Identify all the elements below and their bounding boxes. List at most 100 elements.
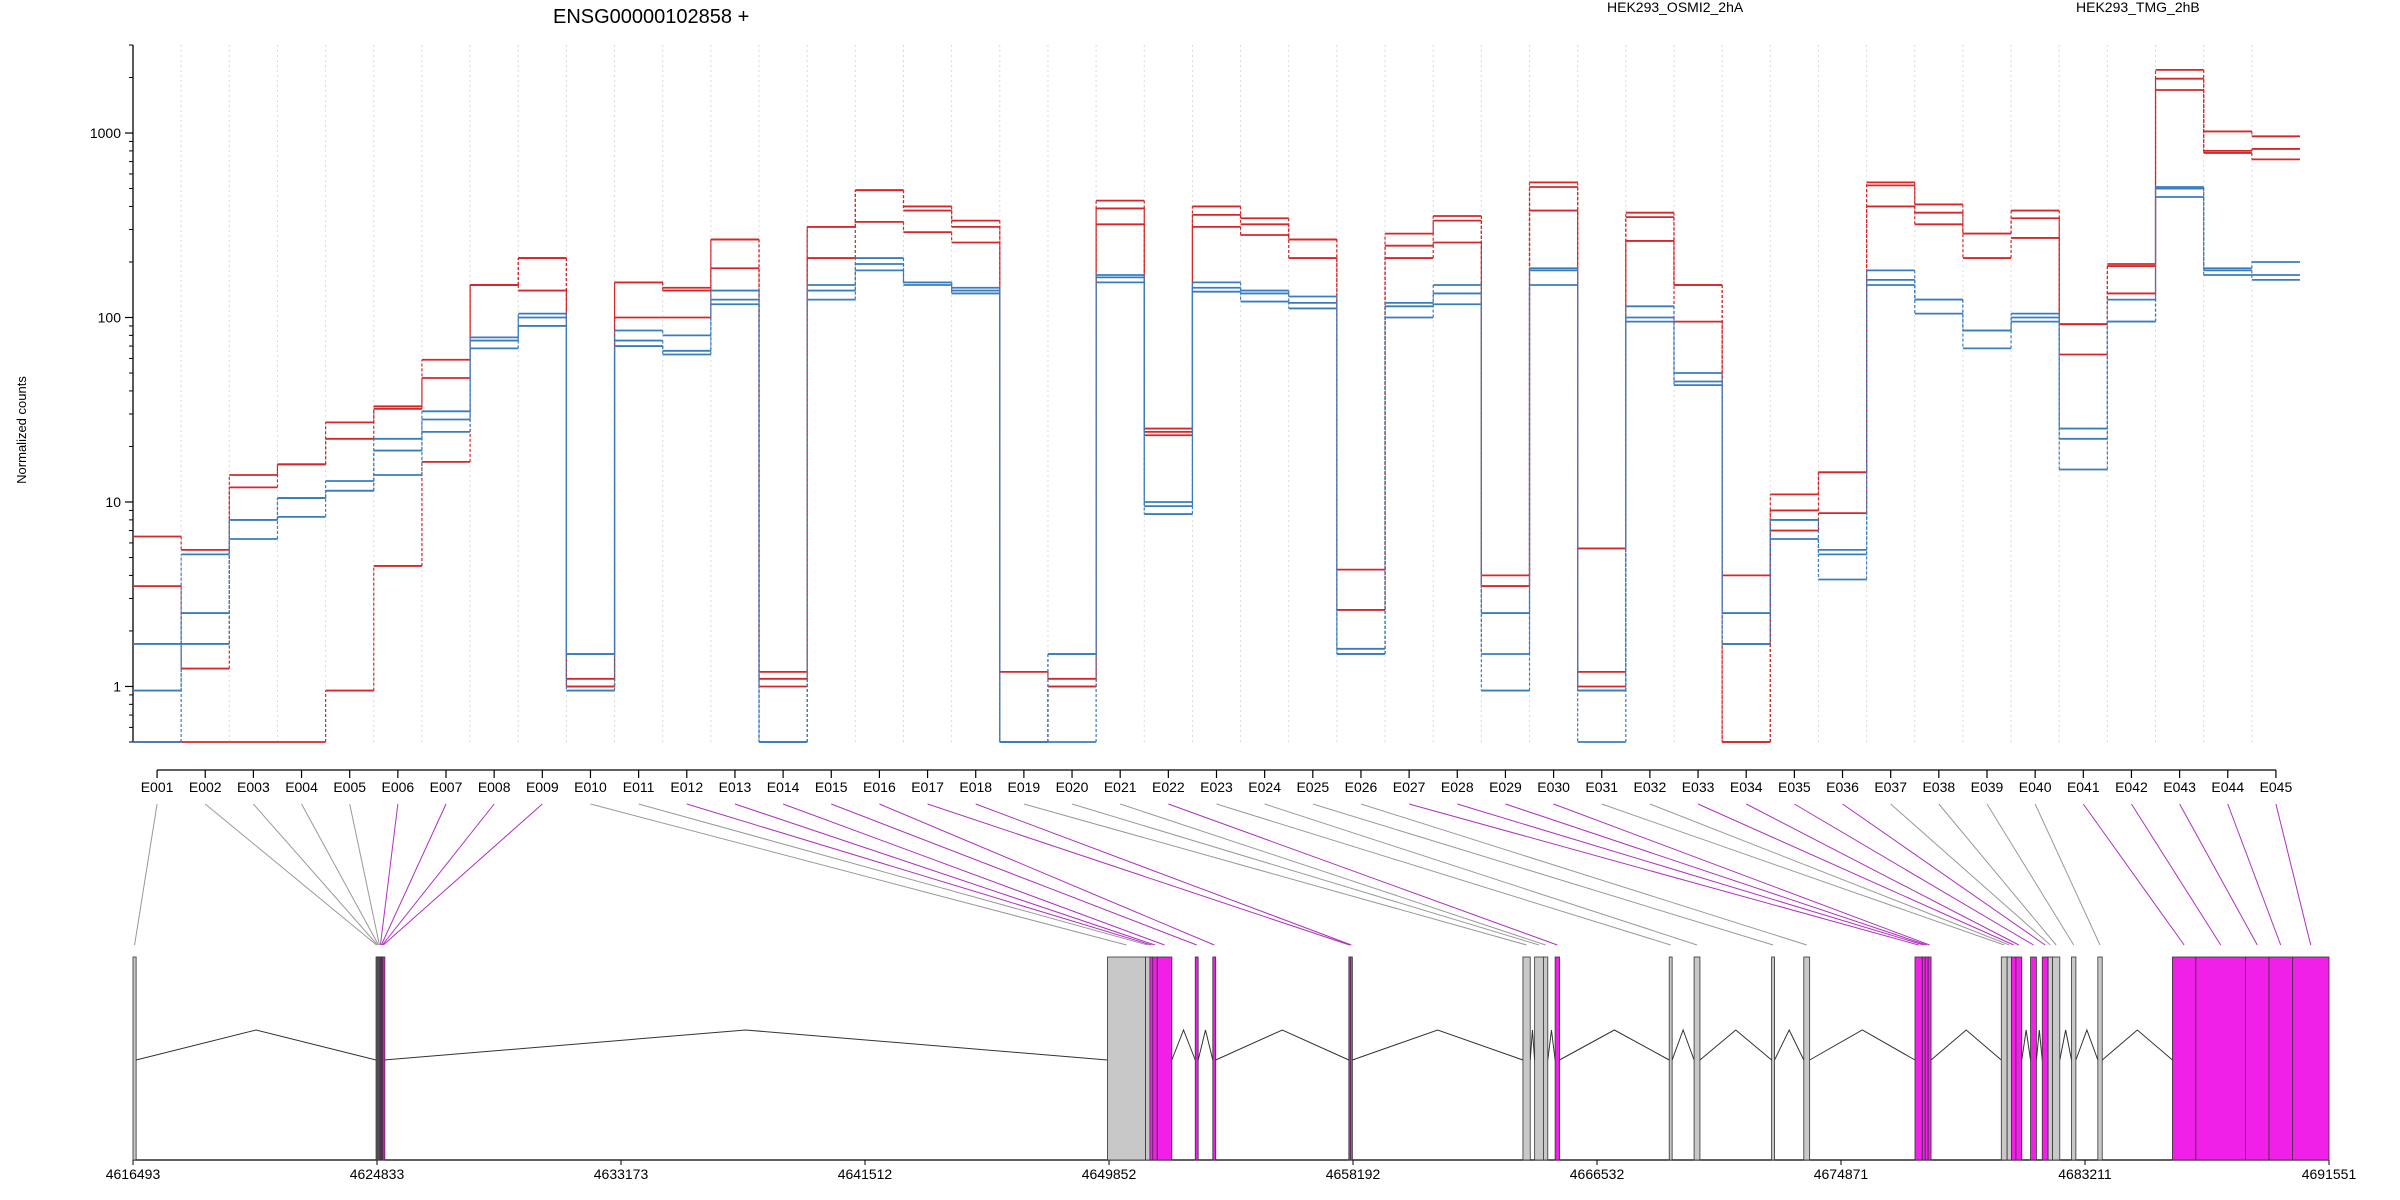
series-group <box>133 68 2300 680</box>
intron-line <box>136 1029 377 1061</box>
exon-connector <box>1890 803 2051 946</box>
x-tick-label: E033 <box>1682 779 1715 795</box>
exon-box <box>1927 956 1932 1161</box>
y-tick-label: 100 <box>98 310 122 326</box>
intron-line <box>1930 1029 2002 1061</box>
exon-box <box>2047 956 2053 1161</box>
exon-box <box>2041 956 2049 1161</box>
exon-box <box>2172 956 2197 1161</box>
exon-box <box>1522 956 1531 1161</box>
exon-connector <box>380 803 447 946</box>
intron-line <box>2075 1028 2099 1061</box>
exon-connector <box>1457 803 1924 946</box>
exon-box <box>1349 956 1353 1161</box>
exon-box <box>2030 956 2037 1161</box>
gene-model-track: 4616493 4624833 4633173 4641512 4649852 46581… <box>106 956 2357 1182</box>
exon-box <box>2291 956 2330 1161</box>
x-axis: E001 E002 E003 E004 E005 E006 E007 E008 E009 E010… <box>141 769 2293 795</box>
x-tick-label: E039 <box>1971 779 2004 795</box>
gene-axis-label: 4616493 <box>106 1166 161 1182</box>
x-tick-label: E001 <box>141 779 174 795</box>
x-tick-label: E032 <box>1634 779 1667 795</box>
x-tick-label: E009 <box>526 779 559 795</box>
exon-box <box>2000 956 2008 1161</box>
exon-box <box>1152 956 1158 1161</box>
gene-axis-label: 4658192 <box>1326 1166 1381 1182</box>
exon-connector <box>1360 803 1807 946</box>
exon-connector <box>253 803 378 946</box>
exon-connector <box>590 803 1127 946</box>
exon-box <box>1194 956 1199 1161</box>
exon-connector <box>1794 803 2034 946</box>
exon-box <box>2097 956 2103 1161</box>
exon-box <box>1914 956 1923 1161</box>
x-tick-label: E013 <box>719 779 752 795</box>
exon-box <box>2015 956 2023 1161</box>
intron-line <box>1699 1029 1772 1061</box>
exon-box <box>2052 956 2061 1161</box>
series-group <box>133 77 2300 743</box>
exon-connector <box>383 803 543 946</box>
exon-box <box>2195 956 2246 1161</box>
x-tick-label: E015 <box>815 779 848 795</box>
x-tick-label: E024 <box>1248 779 1281 795</box>
series-group <box>133 187 2300 743</box>
intron-line <box>1215 1029 1350 1061</box>
legend-entry-osmi2: HEK293_OSMI2_2hA <box>1607 0 1744 15</box>
intron-line <box>1197 1029 1214 1061</box>
x-tick-label: E030 <box>1537 779 1570 795</box>
x-tick-label: E041 <box>2067 779 2100 795</box>
exon-connector <box>2179 803 2258 946</box>
exon-connector <box>1745 803 2020 946</box>
intron-line <box>2021 1029 2032 1061</box>
exon-box <box>2245 956 2270 1161</box>
exon-connector <box>927 803 1350 946</box>
exon-connector <box>1986 803 2075 946</box>
y-tick-label: 10 <box>105 494 121 510</box>
x-tick-label: E044 <box>2211 779 2244 795</box>
intron-line <box>383 1029 1108 1061</box>
exon-connector <box>1842 803 2046 946</box>
x-tick-label: E043 <box>2163 779 2196 795</box>
exon-box <box>1156 956 1173 1161</box>
intron-line <box>1671 1028 1695 1061</box>
exon-connector <box>1553 803 1930 946</box>
x-tick-label: E028 <box>1441 779 1474 795</box>
y-tick-label: 1000 <box>90 125 121 141</box>
x-tick-label: E019 <box>1008 779 1041 795</box>
x-tick-label: E020 <box>1056 779 1089 795</box>
x-tick-label: E017 <box>911 779 944 795</box>
intron-line <box>2035 1029 2043 1061</box>
y-axis: 1 10 100 1000 <box>90 44 134 743</box>
exon-connector <box>2227 803 2282 946</box>
x-tick-label: E008 <box>478 779 511 795</box>
x-tick-label: E018 <box>959 779 992 795</box>
exon-connector <box>1216 803 1671 946</box>
gene-axis-label: 4666532 <box>1570 1166 1625 1182</box>
gene-axis-label: 4674871 <box>1814 1166 1869 1182</box>
exon-connector <box>1649 803 2010 946</box>
x-tick-label: E012 <box>670 779 703 795</box>
x-tick-label: E026 <box>1345 779 1378 795</box>
gene-axis-label: 4691551 <box>2302 1166 2357 1182</box>
exon-connector <box>638 803 1148 946</box>
chart-title: ENSG00000102858 + <box>553 6 749 28</box>
x-tick-label: E045 <box>2260 779 2293 795</box>
exon-box <box>1921 956 1926 1161</box>
x-tick-label: E003 <box>237 779 270 795</box>
x-tick-label: E011 <box>623 779 655 795</box>
gene-axis-label: 4649852 <box>1082 1166 1137 1182</box>
x-tick-label: E040 <box>2019 779 2052 795</box>
exon-box <box>1803 956 1811 1161</box>
intron-line <box>1774 1028 1805 1061</box>
exon-connector <box>204 803 377 946</box>
exon-connector <box>1408 803 1919 946</box>
legend-entry-tmg: HEK293_TMG_2hB <box>2076 0 2200 15</box>
exon-connector <box>1697 803 2014 946</box>
exon-box <box>1668 956 1673 1161</box>
exon-connector <box>2082 803 2185 946</box>
exon-box <box>1149 956 1154 1161</box>
intron-line <box>1171 1028 1196 1061</box>
intron-line <box>1529 1029 1536 1061</box>
intron-line <box>1559 1029 1670 1061</box>
